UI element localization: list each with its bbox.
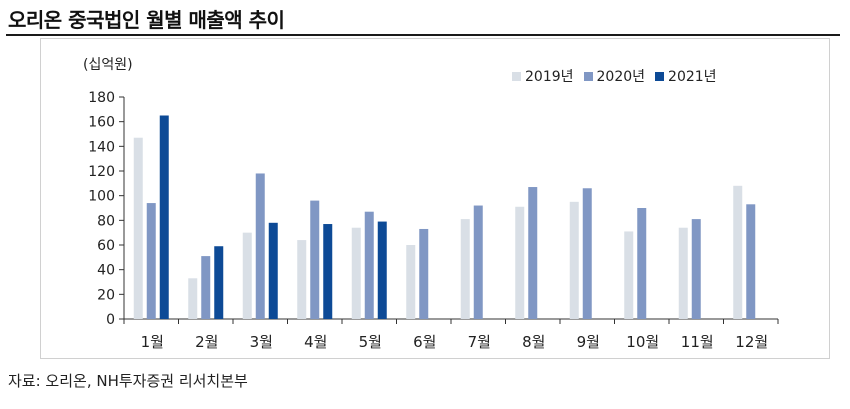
legend-label-2021: 2021년 bbox=[668, 69, 717, 85]
x-tick-label: 3월 bbox=[250, 333, 273, 351]
y-tick-label: 140 bbox=[88, 139, 115, 155]
chart-frame bbox=[40, 38, 830, 359]
bar-2019년-10월 bbox=[624, 231, 634, 319]
legend-item-2020: 2020년 bbox=[583, 66, 646, 86]
bar-2020년-11월 bbox=[691, 219, 701, 319]
bar-2019년-5월 bbox=[351, 227, 361, 319]
x-tick-label: 9월 bbox=[577, 333, 600, 351]
y-tick-label: 60 bbox=[97, 238, 115, 254]
bar-2020년-7월 bbox=[473, 205, 483, 319]
x-tick-label: 6월 bbox=[413, 333, 436, 351]
bar-2021년-2월 bbox=[214, 246, 224, 319]
y-tick-label: 160 bbox=[88, 115, 115, 131]
bar-2021년-4월 bbox=[323, 224, 333, 319]
chart-title: 오리온 중국법인 월별 매출액 추이 bbox=[8, 8, 285, 32]
bar-2019년-3월 bbox=[242, 232, 252, 319]
legend-swatch-2019 bbox=[512, 71, 521, 81]
legend-item-2021: 2021년 bbox=[655, 66, 717, 86]
bar-2020년-1월 bbox=[146, 203, 156, 319]
bar-2020년-5월 bbox=[364, 211, 374, 319]
bar-2021년-1월 bbox=[159, 115, 169, 319]
source-note: 자료: 오리온, NH투자증권 리서치본부 bbox=[8, 372, 248, 390]
x-tick-label: 11월 bbox=[681, 333, 714, 351]
bar-2019년-4월 bbox=[297, 240, 307, 319]
bar-2019년-2월 bbox=[188, 278, 198, 319]
y-axis-unit-label: (십억원) bbox=[83, 57, 133, 73]
x-tick-label: 2월 bbox=[195, 333, 218, 351]
x-tick-label: 4월 bbox=[304, 333, 327, 351]
x-tick-label: 8월 bbox=[522, 333, 545, 351]
x-tick-label: 10월 bbox=[626, 333, 659, 351]
y-tick-label: 80 bbox=[97, 213, 115, 229]
bar-2020년-10월 bbox=[637, 208, 647, 319]
bar-2021년-3월 bbox=[268, 222, 278, 319]
title-divider bbox=[6, 34, 840, 36]
x-tick-label: 1월 bbox=[141, 333, 164, 351]
bar-2019년-9월 bbox=[569, 201, 579, 319]
legend-item-2019: 2019년 bbox=[512, 66, 574, 86]
legend-label-2019: 2019년 bbox=[525, 69, 574, 85]
bar-2019년-8월 bbox=[515, 206, 525, 319]
y-tick-label: 120 bbox=[88, 164, 115, 180]
bar-2019년-6월 bbox=[406, 245, 416, 319]
y-tick-label: 100 bbox=[88, 189, 115, 205]
legend-swatch-2020 bbox=[583, 71, 593, 81]
y-tick-label: 180 bbox=[88, 90, 115, 106]
y-tick-label: 40 bbox=[97, 263, 115, 279]
bar-2019년-1월 bbox=[133, 137, 143, 319]
bar-2020년-8월 bbox=[528, 187, 538, 319]
bar-2020년-2월 bbox=[201, 256, 211, 319]
bar-2019년-7월 bbox=[460, 219, 470, 319]
bar-2019년-12월 bbox=[733, 185, 743, 319]
x-tick-label: 7월 bbox=[468, 333, 491, 351]
bar-2020년-12월 bbox=[746, 204, 756, 319]
bar-2021년-5월 bbox=[377, 221, 387, 319]
x-tick-label: 5월 bbox=[359, 333, 382, 351]
bar-2020년-6월 bbox=[419, 228, 429, 319]
legend: 2019년 2020년 2021년 bbox=[512, 66, 717, 86]
y-tick-label: 0 bbox=[106, 312, 115, 328]
legend-label-2020: 2020년 bbox=[596, 69, 646, 85]
bar-2020년-4월 bbox=[310, 200, 320, 319]
bar-2020년-9월 bbox=[582, 188, 592, 319]
bar-2020년-3월 bbox=[255, 173, 265, 319]
bar-2019년-11월 bbox=[678, 227, 688, 319]
legend-swatch-2021 bbox=[655, 71, 665, 81]
y-tick-label: 20 bbox=[97, 287, 115, 303]
x-tick-label: 12월 bbox=[735, 333, 768, 351]
